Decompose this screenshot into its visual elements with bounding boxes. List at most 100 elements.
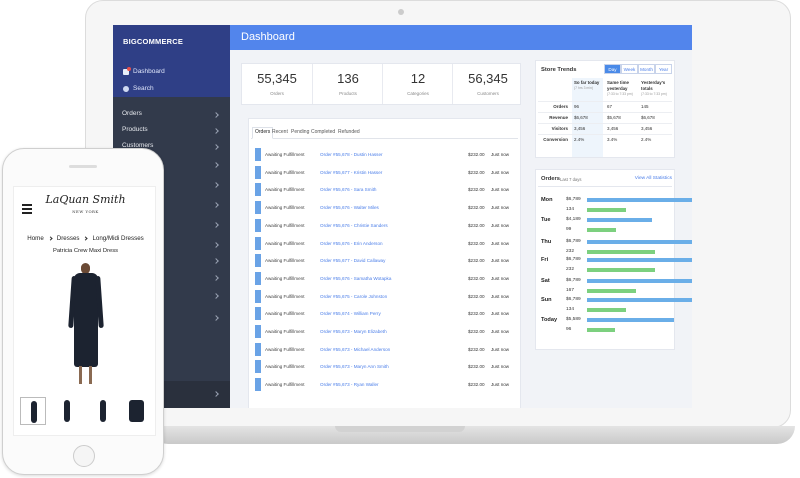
order-link[interactable]: Order #55,676 - Walter Miles bbox=[320, 205, 379, 211]
order-link[interactable]: Order #55,674 - William Perry bbox=[320, 311, 381, 317]
revenue-label: $6,789 bbox=[566, 257, 581, 262]
menu-item[interactable]: Orders bbox=[122, 110, 142, 117]
tab[interactable]: Pending bbox=[291, 129, 310, 135]
logo: BIGCOMMERCE bbox=[123, 37, 184, 46]
thumbnail[interactable] bbox=[20, 397, 46, 425]
order-status: Awaiting Fulfillment bbox=[265, 364, 305, 370]
tab[interactable]: Recent bbox=[272, 129, 288, 135]
orders-count: 134 bbox=[566, 307, 575, 312]
brand-sub: NEW YORK bbox=[72, 209, 99, 214]
row-divider bbox=[538, 101, 672, 102]
chart-link[interactable]: View All Statistics bbox=[634, 176, 672, 181]
order-price: $232.00 bbox=[468, 152, 485, 157]
day-label: Fri bbox=[541, 257, 549, 263]
row-divider bbox=[538, 123, 672, 124]
nav-item[interactable]: Search bbox=[133, 85, 154, 92]
menu-item[interactable]: Customers bbox=[122, 142, 154, 149]
orders-bar bbox=[587, 268, 655, 272]
revenue-label: $6,789 bbox=[566, 239, 581, 244]
breadcrumb-item[interactable]: Home bbox=[27, 235, 44, 242]
trend-cell: 3,456 bbox=[641, 126, 653, 131]
order-link[interactable]: Order #55,673 - Michael Anderson bbox=[320, 346, 391, 352]
order-link[interactable]: Order #55,677 - Kristin Hasser bbox=[320, 169, 383, 175]
order-price: $232.00 bbox=[468, 382, 485, 388]
head bbox=[81, 263, 90, 274]
order-time: Just now bbox=[491, 240, 510, 246]
order-link[interactable]: Order #55,675 - Carole Johnston bbox=[320, 293, 388, 299]
row-label: Visitors bbox=[551, 126, 568, 131]
stats-card: 55,345 Orders 136 Products 12 Categories 56,34… bbox=[241, 63, 521, 105]
order-link[interactable]: Order #55,676 - Erin Anderson bbox=[320, 240, 383, 246]
status-icon bbox=[255, 360, 261, 374]
revenue-label: $6,789 bbox=[566, 297, 581, 302]
order-time: Just now bbox=[491, 222, 510, 228]
day-label: Sun bbox=[541, 297, 552, 303]
stat-value: 55,345 bbox=[257, 71, 297, 86]
order-link[interactable]: Order #55,678 - Dustin Hasser bbox=[320, 152, 383, 157]
stat: 136 Products bbox=[312, 64, 382, 104]
trend-cell: 145 bbox=[641, 104, 649, 109]
breadcrumb-item[interactable]: Dresses bbox=[56, 235, 80, 242]
thumbnail[interactable] bbox=[90, 397, 116, 425]
status-icon bbox=[255, 148, 261, 161]
order-time: Just now bbox=[491, 346, 510, 352]
breadcrumb-separator bbox=[48, 236, 53, 241]
row-divider bbox=[538, 134, 672, 135]
period-button[interactable]: Month bbox=[638, 64, 655, 74]
order-link[interactable]: Order #55,673 - Ryan Waller bbox=[320, 382, 379, 388]
column-note: (7:33 to 7:33 pm) bbox=[641, 92, 667, 96]
order-link[interactable]: Order #55,673 - Maryn Ann Smith bbox=[320, 364, 389, 370]
order-status: Awaiting Fulfillment bbox=[265, 275, 305, 281]
revenue-bar bbox=[587, 258, 692, 262]
notification-dot bbox=[127, 67, 131, 71]
column-title: Yesterday's totals bbox=[641, 80, 666, 91]
order-price: $232.00 bbox=[468, 240, 485, 246]
thumbnail[interactable] bbox=[54, 397, 80, 425]
period-button[interactable]: Week bbox=[621, 64, 638, 74]
order-price: $232.00 bbox=[468, 222, 485, 228]
status-icon bbox=[255, 183, 261, 197]
revenue-bar bbox=[587, 198, 692, 202]
thumbnail-figure bbox=[64, 400, 70, 422]
orders-bar bbox=[587, 208, 627, 212]
breadcrumb-separator bbox=[83, 236, 89, 241]
tab[interactable]: Orders bbox=[252, 127, 274, 139]
order-time: Just now bbox=[491, 152, 510, 157]
tab[interactable]: Refunded bbox=[338, 129, 360, 135]
menu-item[interactable]: Products bbox=[122, 126, 148, 133]
order-status: Awaiting Fulfillment bbox=[265, 240, 305, 246]
order-price: $232.00 bbox=[468, 346, 485, 352]
thumbnail[interactable] bbox=[124, 397, 150, 425]
order-link[interactable]: Order #55,676 - Christie Sanders bbox=[320, 222, 388, 228]
order-time: Just now bbox=[491, 311, 510, 317]
breadcrumb-item[interactable]: Long/Midi Dresses bbox=[92, 235, 144, 242]
status-icon bbox=[255, 201, 261, 215]
tab[interactable]: Completed bbox=[311, 129, 336, 135]
stat-label: Categories bbox=[407, 91, 429, 96]
order-status: Awaiting Fulfillment bbox=[265, 258, 305, 264]
revenue-label: $6,789 bbox=[566, 278, 581, 283]
period-button[interactable]: Day bbox=[604, 64, 621, 74]
order-price: $232.00 bbox=[468, 169, 485, 175]
order-link[interactable]: Order #55,676 - Samatha Wotapka bbox=[320, 275, 392, 281]
nav-icon bbox=[123, 86, 129, 92]
order-time: Just now bbox=[491, 205, 510, 211]
order-link[interactable]: Order #55,673 - Maryn Elizabeth bbox=[320, 329, 387, 334]
trend-cell: $6,678 bbox=[641, 115, 655, 120]
order-price: $232.00 bbox=[468, 187, 485, 193]
leg bbox=[89, 366, 92, 384]
status-icon bbox=[255, 218, 261, 232]
stat-label: Products bbox=[339, 91, 357, 96]
column-note: (7:33 to 7:33 pm) bbox=[607, 92, 633, 96]
stat-value: 56,345 bbox=[468, 71, 508, 86]
nav-item[interactable]: Dashboard bbox=[133, 68, 165, 75]
column-note: (7 hrs 3 min) bbox=[574, 86, 594, 90]
revenue-label: $6,789 bbox=[566, 197, 581, 202]
orders-count: 96 bbox=[566, 327, 572, 332]
order-price: $232.00 bbox=[468, 205, 485, 211]
order-link[interactable]: Order #55,676 - Sara Smith bbox=[320, 187, 377, 193]
period-button[interactable]: Year bbox=[655, 64, 672, 74]
order-link[interactable]: Order #55,677 - David Callaway bbox=[320, 258, 386, 264]
sidebar-top bbox=[113, 25, 230, 97]
